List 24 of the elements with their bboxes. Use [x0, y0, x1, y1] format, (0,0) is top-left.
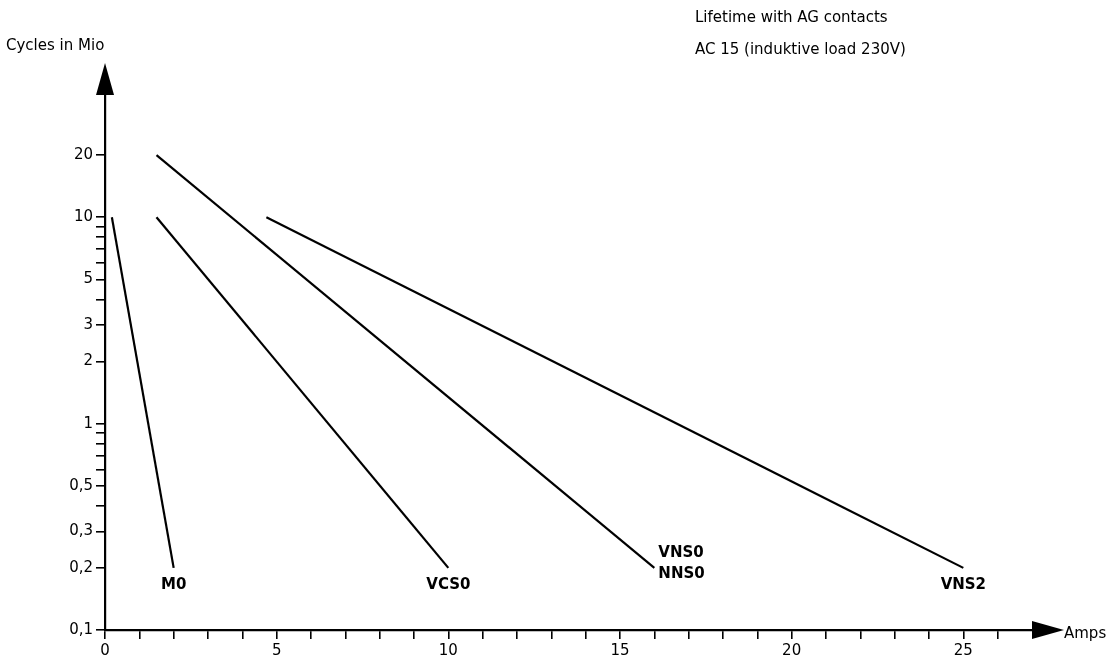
x-axis-title: Amps	[1064, 624, 1107, 642]
y-tick-label: 0,5	[69, 475, 93, 494]
series-label: VCS0	[426, 575, 471, 594]
series-label: M0	[160, 575, 187, 594]
chart-title: Lifetime with AG contacts	[695, 8, 888, 26]
y-tick-label: 0,2	[69, 557, 93, 576]
series-label: VNS0 NNS0	[658, 543, 705, 583]
chart-subtitle: AC 15 (induktive load 230V)	[695, 40, 906, 58]
x-tick-label: 0	[100, 640, 110, 659]
y-tick-label: 0,1	[69, 619, 93, 638]
y-axis-title: Cycles in Mio	[6, 36, 105, 54]
x-tick-label: 20	[782, 640, 802, 659]
y-tick-label: 3	[83, 315, 93, 334]
x-tick-label: 5	[271, 640, 282, 659]
x-tick-label: 10	[438, 640, 458, 659]
y-tick-label: 1	[83, 413, 93, 432]
y-tick-label: 0,3	[69, 521, 93, 540]
x-tick-label: 15	[610, 640, 630, 659]
series-label: VNS2	[940, 575, 987, 594]
y-tick-label: 20	[73, 145, 93, 164]
y-tick-label: 2	[83, 351, 93, 370]
y-tick-label: 5	[83, 269, 93, 288]
x-tick-label: 25	[953, 640, 973, 659]
y-tick-label: 10	[73, 207, 93, 226]
